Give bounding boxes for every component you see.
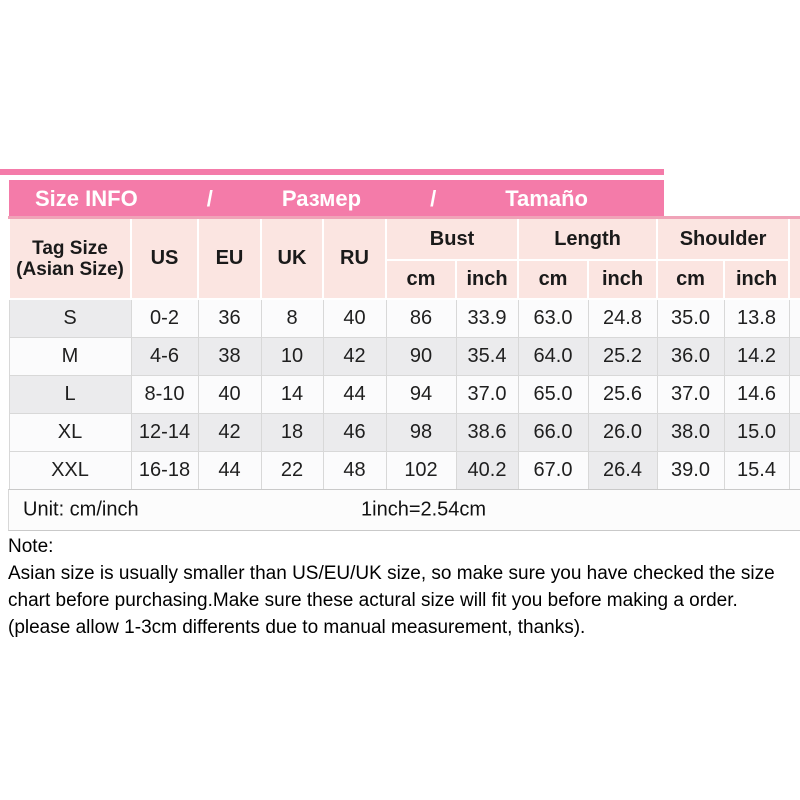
table-row: M 4-6 38 10 42 90 35.4 64.0 25.2 36.0 14.2 xyxy=(8,337,800,376)
cell-uk: 22 xyxy=(260,451,324,490)
cell-us: 0-2 xyxy=(130,298,199,338)
cell-shoulder-inch: 13.8 xyxy=(723,298,790,338)
title-segment-slash: / xyxy=(430,185,437,211)
cell-size: L xyxy=(8,375,132,414)
cell-eu: 40 xyxy=(197,375,262,414)
cell-ru: 44 xyxy=(322,375,387,414)
cell-ru: 40 xyxy=(322,298,387,338)
cell-shoulder-cm: 35.0 xyxy=(656,298,725,338)
header-length-inch: inch xyxy=(587,259,659,300)
tag-size-line1: Tag Size xyxy=(32,237,108,259)
header-us: US xyxy=(130,216,199,300)
cell-cut-column xyxy=(788,337,800,376)
cell-bust-inch: 37.0 xyxy=(455,375,519,414)
cell-ru: 48 xyxy=(322,451,387,490)
size-chart-table: Tag Size (Asian Size) US EU UK RU Bust Le… xyxy=(8,216,800,490)
title-segment-size-info: Size INFO xyxy=(35,185,138,211)
cell-eu: 36 xyxy=(197,298,262,338)
cell-shoulder-inch: 14.6 xyxy=(723,375,790,414)
header-cut-column xyxy=(788,216,800,300)
cell-cut-column xyxy=(788,375,800,414)
cell-bust-cm: 86 xyxy=(385,298,457,338)
header-tag-size: Tag Size (Asian Size) xyxy=(8,216,132,300)
table-row: XL 12-14 42 18 46 98 38.6 66.0 26.0 38.0 15.0 xyxy=(8,413,800,452)
note-text: Asian size is usually smaller than US/EU… xyxy=(8,563,775,638)
cell-bust-cm: 90 xyxy=(385,337,457,376)
header-eu: EU xyxy=(197,216,262,300)
cell-eu: 42 xyxy=(197,413,262,452)
note-label: Note: xyxy=(8,536,54,557)
cell-length-inch: 26.4 xyxy=(587,451,658,490)
title-segment-tamano: Tamaño xyxy=(505,185,588,211)
cell-us: 4-6 xyxy=(130,337,199,376)
header-uk: UK xyxy=(260,216,324,300)
unit-label: Unit: cm/inch xyxy=(23,498,139,521)
header-bust-cm: cm xyxy=(385,259,457,300)
header-bust: Bust xyxy=(384,216,520,261)
header-shoulder-cm: cm xyxy=(656,259,726,300)
decorative-pink-strip xyxy=(0,169,664,175)
cell-ru: 46 xyxy=(322,413,387,452)
cell-bust-cm: 94 xyxy=(385,375,457,414)
cell-size: S xyxy=(8,298,132,338)
table-header-row-1: Tag Size (Asian Size) US EU UK RU Bust Le… xyxy=(8,216,800,300)
cell-shoulder-inch: 15.4 xyxy=(723,451,790,490)
cell-length-cm: 63.0 xyxy=(517,298,589,338)
header-shoulder-inch: inch xyxy=(723,259,791,300)
cell-bust-inch: 40.2 xyxy=(455,451,519,490)
cell-size: XXL xyxy=(8,451,132,490)
cell-shoulder-cm: 39.0 xyxy=(656,451,725,490)
header-shoulder: Shoulder xyxy=(656,216,791,261)
size-table-body: S 0-2 36 8 40 86 33.9 63.0 24.8 35.0 13.8 M 4-6 38 10 4… xyxy=(8,298,800,490)
cell-length-inch: 25.6 xyxy=(587,375,658,414)
header-bust-inch: inch xyxy=(454,259,520,300)
table-row: L 8-10 40 14 44 94 37.0 65.0 25.6 37.0 14.6 xyxy=(8,375,800,414)
cell-us: 16-18 xyxy=(130,451,199,490)
cell-uk: 14 xyxy=(260,375,324,414)
cell-cut-column xyxy=(788,298,800,338)
cell-eu: 44 xyxy=(197,451,262,490)
header-length-cm: cm xyxy=(517,259,590,300)
size-info-title-bar: Size INFO / Размер / Tamaño xyxy=(9,180,664,217)
cell-eu: 38 xyxy=(197,337,262,376)
cell-cut-column xyxy=(788,413,800,452)
header-ru: RU xyxy=(322,216,387,300)
cell-length-inch: 26.0 xyxy=(587,413,658,452)
cell-shoulder-cm: 38.0 xyxy=(656,413,725,452)
cell-uk: 8 xyxy=(260,298,324,338)
cell-us: 12-14 xyxy=(130,413,199,452)
cell-length-cm: 67.0 xyxy=(517,451,589,490)
table-header-row-2: cm inch cm inch cm inch xyxy=(9,259,800,300)
title-segment-slash: / xyxy=(206,185,213,211)
cell-us: 8-10 xyxy=(130,375,199,414)
cell-bust-cm: 102 xyxy=(385,451,457,490)
cell-length-cm: 65.0 xyxy=(517,375,589,414)
cell-size: M xyxy=(8,337,132,376)
cell-shoulder-cm: 37.0 xyxy=(656,375,725,414)
cell-length-cm: 64.0 xyxy=(517,337,589,376)
cell-length-inch: 25.2 xyxy=(587,337,658,376)
inch-conversion-label: 1inch=2.54cm xyxy=(361,498,487,521)
cell-shoulder-inch: 14.2 xyxy=(723,337,790,376)
cell-cut-column xyxy=(788,451,800,490)
title-segment-razmer: Размер xyxy=(281,185,362,211)
tag-size-line2: (Asian Size) xyxy=(16,258,124,280)
cell-size: XL xyxy=(8,413,132,452)
header-length: Length xyxy=(517,216,659,261)
cell-bust-inch: 33.9 xyxy=(455,298,519,338)
table-row: XXL 16-18 44 22 48 102 40.2 67.0 26.4 39.0 15.4 xyxy=(8,451,800,490)
unit-row: Unit: cm/inch 1inch=2.54cm xyxy=(8,489,800,531)
cell-bust-inch: 38.6 xyxy=(455,413,519,452)
cell-uk: 18 xyxy=(260,413,324,452)
note-block: Note: Asian size is usually smaller than… xyxy=(8,533,800,641)
cell-bust-cm: 98 xyxy=(385,413,457,452)
table-row: S 0-2 36 8 40 86 33.9 63.0 24.8 35.0 13.8 xyxy=(8,298,800,338)
cell-shoulder-cm: 36.0 xyxy=(656,337,725,376)
cell-length-inch: 24.8 xyxy=(587,298,658,338)
cell-length-cm: 66.0 xyxy=(517,413,589,452)
cell-shoulder-inch: 15.0 xyxy=(723,413,790,452)
cell-bust-inch: 35.4 xyxy=(455,337,519,376)
cell-uk: 10 xyxy=(260,337,324,376)
cell-ru: 42 xyxy=(322,337,387,376)
